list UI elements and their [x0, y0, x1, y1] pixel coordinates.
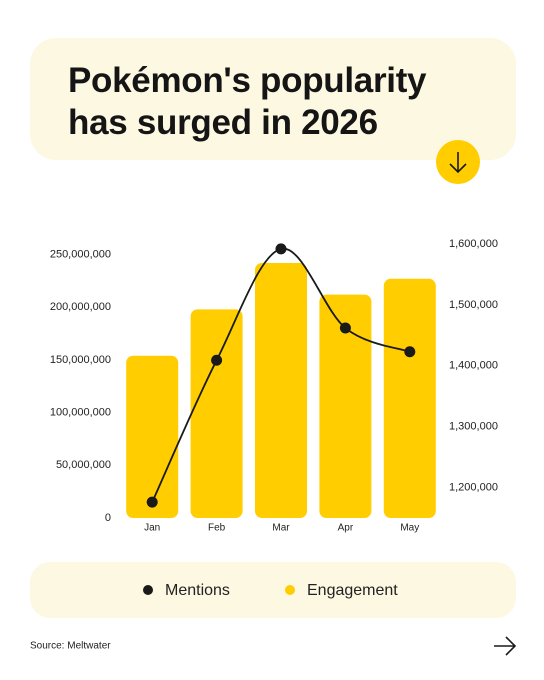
- bar: [255, 262, 307, 518]
- x-tick-label: Mar: [272, 523, 290, 534]
- point: [146, 496, 158, 508]
- y-tick-label: 250,000,000: [50, 248, 111, 260]
- legend-swatch: [143, 585, 153, 595]
- bar: [383, 278, 436, 518]
- bar: [190, 309, 243, 518]
- source: Source: Meltwater: [30, 641, 111, 652]
- y-tick-label: 100,000,000: [50, 407, 111, 419]
- legend-swatch: [285, 585, 295, 595]
- x-tick-label: Jan: [144, 523, 160, 534]
- x-tick-label: Feb: [208, 523, 226, 534]
- x-tick-label: May: [400, 523, 419, 534]
- y2-tick-label: 1,600,000: [449, 238, 498, 250]
- legend-label: Mentions: [165, 582, 230, 599]
- y-tick-label: 150,000,000: [50, 354, 111, 366]
- line: [151, 247, 411, 503]
- legend-box: [30, 562, 516, 618]
- y-tick-label: 0: [105, 512, 111, 524]
- y2-tick-label: 1,200,000: [449, 481, 498, 493]
- bar: [319, 294, 372, 518]
- point: [275, 243, 287, 255]
- point: [404, 346, 416, 358]
- y2-tick-label: 1,500,000: [449, 299, 498, 311]
- y-tick-label: 200,000,000: [50, 301, 111, 313]
- chart-title: Pokémon's popularity has surged in 2026: [68, 61, 427, 142]
- down-arrow: [449, 152, 467, 174]
- bar: [126, 355, 179, 518]
- title-box: Pokémon's popularity has surged in 2026: [30, 38, 516, 160]
- y2-tick-label: 1,400,000: [449, 360, 498, 372]
- legend-label: Engagement: [307, 582, 398, 599]
- y-tick-label: 50,000,000: [56, 459, 111, 471]
- x-tick-label: Apr: [338, 523, 354, 534]
- next-arrow[interactable]: [494, 636, 517, 656]
- point: [339, 322, 351, 334]
- y2-tick-label: 1,300,000: [449, 421, 498, 433]
- point: [211, 354, 223, 366]
